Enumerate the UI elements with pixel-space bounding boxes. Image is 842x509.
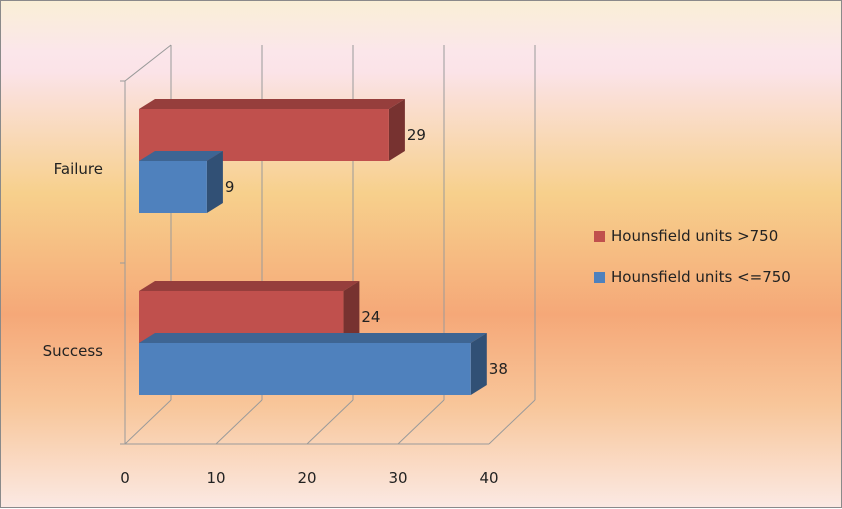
labels-layer: 0 10 20 30 40 29 9 24 38 Failure Success xyxy=(43,126,508,487)
data-label: 38 xyxy=(489,360,508,378)
floor-gridline xyxy=(306,399,354,445)
bar-failure-series-2 xyxy=(139,151,223,213)
bar-side-face xyxy=(470,333,487,395)
bar-front-face xyxy=(139,343,471,395)
bar-side-face xyxy=(206,151,223,213)
legend-entry: Hounsfield units <=750 xyxy=(611,268,791,286)
bar-front-face xyxy=(139,161,207,213)
bar-top-face xyxy=(139,151,223,161)
x-tick-label: 40 xyxy=(479,469,498,487)
bar-top-face xyxy=(139,333,487,343)
bars-layer xyxy=(139,99,487,395)
bar-top-face xyxy=(139,281,360,291)
data-label: 29 xyxy=(407,126,426,144)
floor-gridline xyxy=(215,399,263,445)
x-tick-label: 0 xyxy=(120,469,130,487)
x-tick-label: 20 xyxy=(297,469,316,487)
x-tick-label: 30 xyxy=(388,469,407,487)
category-label-failure: Failure xyxy=(54,160,103,178)
floor-gridline xyxy=(488,399,536,445)
bar-side-face xyxy=(388,99,405,161)
left-wall-top-edge xyxy=(124,44,172,82)
legend: Hounsfield units >750 Hounsfield units <=… xyxy=(594,227,791,286)
data-label: 24 xyxy=(361,308,380,326)
floor-gridline xyxy=(397,399,445,445)
floor-gridline xyxy=(124,399,172,445)
bar-top-face xyxy=(139,99,405,109)
category-label-success: Success xyxy=(43,342,104,360)
legend-swatch xyxy=(594,231,605,242)
bar-side-face xyxy=(343,281,360,343)
data-label: 9 xyxy=(225,178,235,196)
bar-success-series-2 xyxy=(139,333,487,395)
legend-entry: Hounsfield units >750 xyxy=(611,227,778,245)
x-tick-label: 10 xyxy=(206,469,225,487)
legend-swatch xyxy=(594,272,605,283)
